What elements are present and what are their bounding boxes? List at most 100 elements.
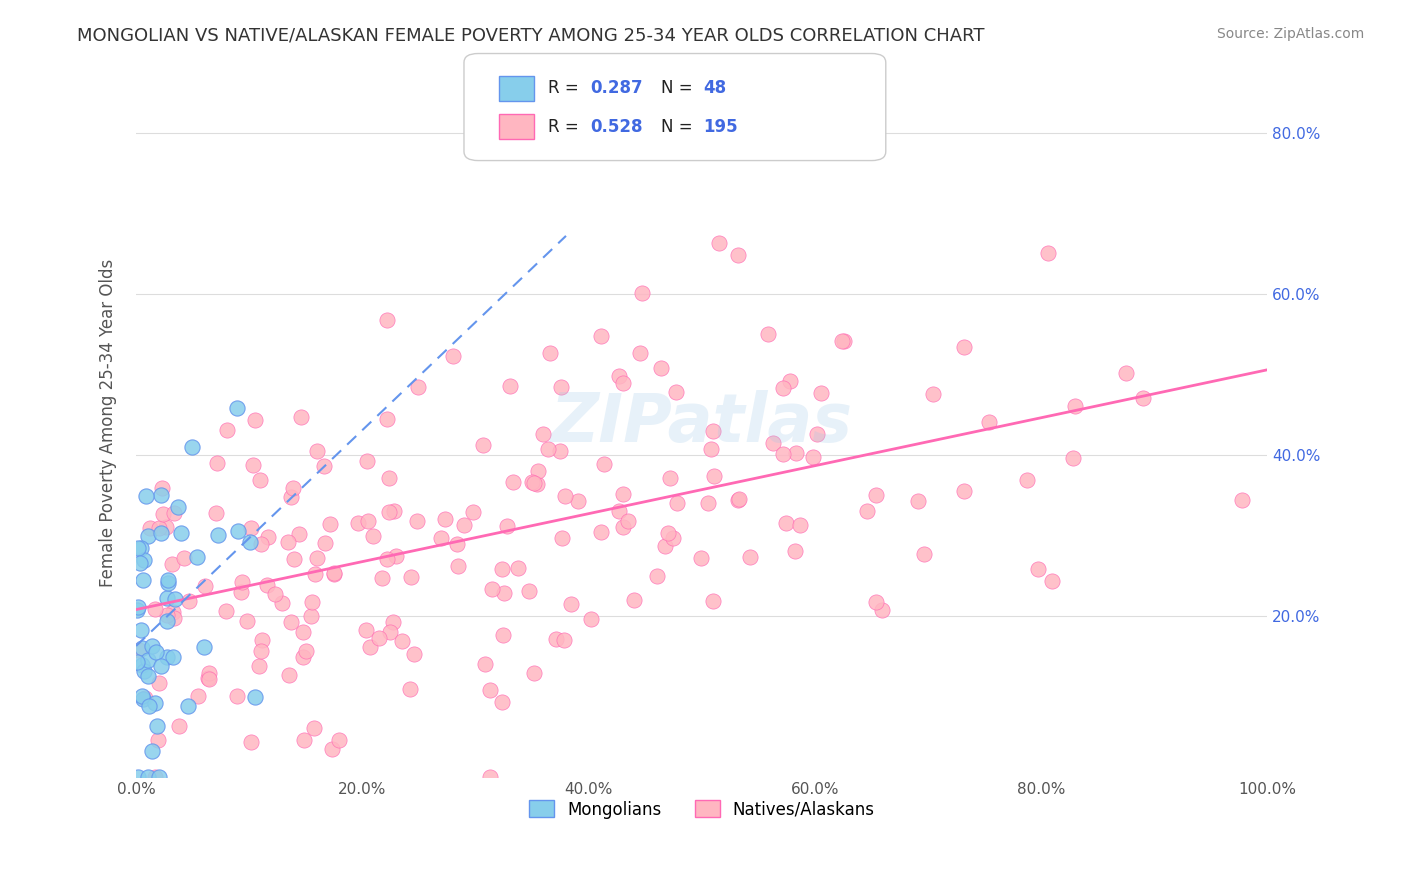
Point xyxy=(150,526,173,541)
Point xyxy=(143,770,166,784)
Y-axis label: Female Poverty Among 25-34 Year Olds: Female Poverty Among 25-34 Year Olds xyxy=(100,259,117,587)
Text: 0.528: 0.528 xyxy=(591,118,643,136)
Point xyxy=(136,669,159,683)
Point xyxy=(138,770,160,784)
Point xyxy=(177,698,200,713)
Point xyxy=(382,504,405,518)
Point xyxy=(131,640,153,655)
Point xyxy=(307,550,329,565)
Point xyxy=(247,659,270,673)
Point xyxy=(870,603,893,617)
Point xyxy=(785,445,807,459)
Point xyxy=(1115,366,1137,380)
Point xyxy=(242,458,264,472)
Point xyxy=(264,587,287,601)
Point xyxy=(406,380,429,394)
Point xyxy=(127,770,149,784)
Point xyxy=(479,682,502,697)
Point xyxy=(135,490,157,504)
Point xyxy=(347,516,370,530)
Point xyxy=(772,380,794,394)
Point xyxy=(177,594,200,608)
Point xyxy=(378,625,401,640)
Point xyxy=(496,519,519,533)
Point xyxy=(977,415,1000,429)
Point xyxy=(243,413,266,427)
Point xyxy=(198,672,221,686)
Point xyxy=(709,236,731,251)
Point xyxy=(173,550,195,565)
Text: N =: N = xyxy=(661,79,697,97)
Point xyxy=(375,552,398,566)
Point xyxy=(127,541,149,555)
Point xyxy=(304,567,326,582)
Point xyxy=(538,346,561,360)
Point xyxy=(772,447,794,461)
Point xyxy=(1232,493,1254,508)
Point xyxy=(589,328,612,343)
Point xyxy=(322,567,344,582)
Point xyxy=(690,551,713,566)
Point xyxy=(305,444,328,458)
Point xyxy=(239,521,262,535)
Point xyxy=(156,608,179,623)
Point xyxy=(359,640,381,655)
Point xyxy=(657,525,679,540)
Point xyxy=(205,456,228,470)
Text: 0.287: 0.287 xyxy=(591,79,643,97)
Point xyxy=(249,473,271,487)
Point xyxy=(952,483,974,498)
Point xyxy=(162,557,184,571)
Point xyxy=(492,628,515,642)
Point xyxy=(226,401,249,416)
Point xyxy=(612,487,634,501)
Point xyxy=(128,556,150,570)
Point xyxy=(271,596,294,610)
Point xyxy=(163,506,186,520)
Point xyxy=(229,585,252,599)
Point xyxy=(139,521,162,535)
Point xyxy=(377,313,399,327)
Point xyxy=(148,521,170,535)
Point xyxy=(167,719,190,733)
Point xyxy=(299,608,322,623)
Point xyxy=(1062,451,1084,466)
Point xyxy=(148,733,170,747)
Point xyxy=(280,615,302,629)
Point xyxy=(215,604,238,618)
Point xyxy=(1038,245,1060,260)
Point xyxy=(250,537,273,551)
Point xyxy=(779,374,801,388)
Point xyxy=(356,453,378,467)
Point xyxy=(194,579,217,593)
Point xyxy=(125,603,148,617)
Point xyxy=(141,744,163,758)
Point xyxy=(474,657,496,671)
Point xyxy=(831,334,853,349)
Point xyxy=(631,285,654,300)
Point xyxy=(156,649,179,664)
Point xyxy=(554,489,576,503)
Point xyxy=(368,631,391,645)
Point xyxy=(162,649,184,664)
Point xyxy=(131,658,153,673)
Point xyxy=(128,643,150,657)
Point xyxy=(280,490,302,504)
Point xyxy=(628,346,651,360)
Point xyxy=(461,505,484,519)
Point xyxy=(645,569,668,583)
Point xyxy=(702,594,724,608)
Point xyxy=(553,632,575,647)
Point xyxy=(375,411,398,425)
Point xyxy=(865,488,887,502)
Point xyxy=(155,520,177,534)
Point xyxy=(775,516,797,530)
Point xyxy=(146,719,169,733)
Point xyxy=(472,437,495,451)
Point xyxy=(207,528,229,542)
Point xyxy=(623,593,645,607)
Point xyxy=(662,531,685,545)
Point xyxy=(288,527,311,541)
Point xyxy=(544,632,567,646)
Point xyxy=(506,561,529,575)
